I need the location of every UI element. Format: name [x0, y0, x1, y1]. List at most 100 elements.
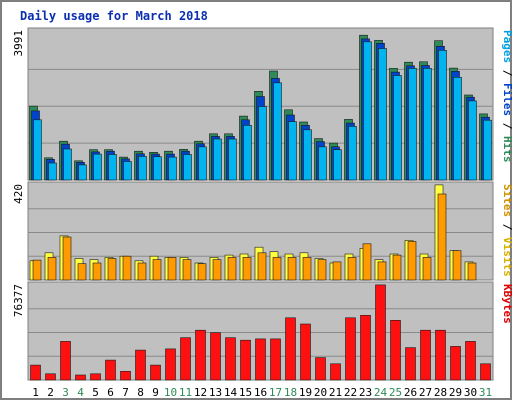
- bar-sites-day-15: [242, 257, 252, 281]
- bar-kbytes-day-28: [435, 329, 446, 381]
- bar-sites-day-7: [122, 255, 132, 281]
- bar-sites-day-10: [167, 257, 177, 281]
- bar-kbytes-day-21: [330, 363, 341, 381]
- x-tick-label: 20: [314, 386, 327, 399]
- legend-label: Sites / Visits: [501, 184, 512, 277]
- panel-kbytes: 76377 KBytes: [12, 281, 512, 381]
- bar-kbytes-day-11: [180, 337, 191, 381]
- bar-pages-day-25: [393, 75, 402, 181]
- bar-pages-day-21: [333, 149, 342, 181]
- x-tick-label: 15: [239, 386, 252, 399]
- y-max-label: 76377: [12, 284, 25, 317]
- bar-sites-day-1: [32, 259, 42, 281]
- bar-sites-day-25: [392, 254, 402, 281]
- x-tick-label: 30: [464, 386, 477, 399]
- bar-kbytes-day-22: [345, 317, 356, 381]
- bar-sites-day-3: [62, 236, 72, 281]
- x-tick-label: 4: [77, 386, 84, 399]
- bar-pages-day-6: [108, 154, 117, 181]
- bar-sites-day-24: [377, 261, 387, 281]
- bar-pages-day-26: [408, 68, 417, 181]
- legend-entry: Files: [501, 83, 512, 116]
- bar-kbytes-day-30: [465, 341, 476, 381]
- bar-pages-day-10: [168, 156, 177, 181]
- bar-kbytes-day-2: [45, 373, 56, 381]
- bar-kbytes-day-25: [390, 319, 401, 381]
- bar-kbytes-day-15: [240, 339, 251, 381]
- bar-sites-day-17: [272, 257, 282, 281]
- bar-kbytes-day-3: [60, 341, 71, 381]
- series-sites: [32, 193, 477, 281]
- x-tick-label: 25: [389, 386, 402, 399]
- bar-pages-day-12: [198, 146, 207, 181]
- bar-kbytes-day-12: [195, 329, 206, 381]
- bar-sites-day-9: [152, 259, 162, 281]
- x-tick-label: 8: [137, 386, 144, 399]
- legend-entry: KBytes: [501, 284, 512, 324]
- bar-pages-day-19: [303, 129, 312, 181]
- x-tick-label: 26: [404, 386, 417, 399]
- bar-kbytes-day-20: [315, 357, 326, 381]
- bar-kbytes-day-6: [105, 359, 116, 381]
- x-tick-label: 5: [92, 386, 99, 399]
- x-tick-label: 31: [479, 386, 492, 399]
- bar-sites-day-12: [197, 263, 207, 281]
- bar-pages-day-18: [288, 121, 297, 181]
- x-tick-label: 29: [449, 386, 462, 399]
- bar-pages-day-27: [423, 68, 432, 181]
- x-tick-label: 24: [374, 386, 388, 399]
- series-kbytes: [30, 284, 491, 381]
- bar-pages-day-20: [318, 146, 327, 181]
- bar-kbytes-day-19: [300, 323, 311, 381]
- x-tick-label: 1: [32, 386, 39, 399]
- bar-kbytes-day-27: [420, 329, 431, 381]
- bar-kbytes-day-26: [405, 347, 416, 381]
- x-tick-label: 7: [122, 386, 129, 399]
- bar-pages-day-17: [273, 82, 282, 181]
- x-tick-label: 23: [359, 386, 372, 399]
- bar-kbytes-day-10: [165, 348, 176, 381]
- bar-sites-day-14: [227, 257, 237, 281]
- bar-kbytes-day-7: [120, 370, 131, 381]
- bar-pages-day-11: [183, 154, 192, 181]
- bar-kbytes-day-31: [480, 363, 491, 381]
- legend-entry: Sites: [501, 184, 512, 217]
- bar-sites-day-8: [137, 262, 147, 281]
- bar-pages-day-13: [213, 138, 222, 181]
- bar-pages-day-24: [378, 48, 387, 181]
- bar-pages-day-30: [468, 100, 477, 181]
- x-tick-label: 28: [434, 386, 447, 399]
- x-tick-label: 2: [47, 386, 54, 399]
- x-tick-label: 12: [194, 386, 207, 399]
- bar-pages-day-5: [93, 153, 102, 181]
- x-tick-label: 18: [284, 386, 297, 399]
- bar-pages-day-8: [138, 156, 147, 181]
- x-tick-label: 21: [329, 386, 342, 399]
- x-axis-labels: 1 2 3 4 5 6 7 8 9 10 11 12 13 14 15 16 17 18 19 20 21 22 23 24 2…: [32, 386, 492, 399]
- bar-kbytes-day-1: [30, 364, 41, 381]
- x-tick-label: 13: [209, 386, 222, 399]
- bar-sites-day-4: [77, 263, 87, 281]
- bar-sites-day-28: [437, 193, 447, 281]
- bar-sites-day-22: [347, 257, 357, 281]
- bar-sites-day-2: [47, 257, 57, 281]
- bar-sites-day-29: [452, 250, 462, 281]
- y-max-label: 3991: [12, 30, 25, 57]
- bar-kbytes-day-13: [210, 332, 221, 381]
- bar-sites-day-19: [302, 257, 312, 281]
- bar-sites-day-13: [212, 259, 222, 281]
- bar-kbytes-day-23: [360, 314, 371, 381]
- x-tick-label: 10: [164, 386, 177, 399]
- x-tick-label: 11: [179, 386, 192, 399]
- bar-pages-day-2: [48, 162, 57, 181]
- chart-panels: 3991 Pages / Files / Hits 420 Sites / Visit…: [12, 27, 512, 381]
- bar-kbytes-day-14: [225, 337, 236, 381]
- bar-sites-day-5: [92, 262, 102, 281]
- bar-kbytes-day-5: [90, 373, 101, 381]
- bar-pages-day-23: [363, 41, 372, 181]
- bar-kbytes-day-4: [75, 374, 86, 381]
- series-pages: [33, 41, 492, 181]
- bar-sites-day-18: [287, 257, 297, 281]
